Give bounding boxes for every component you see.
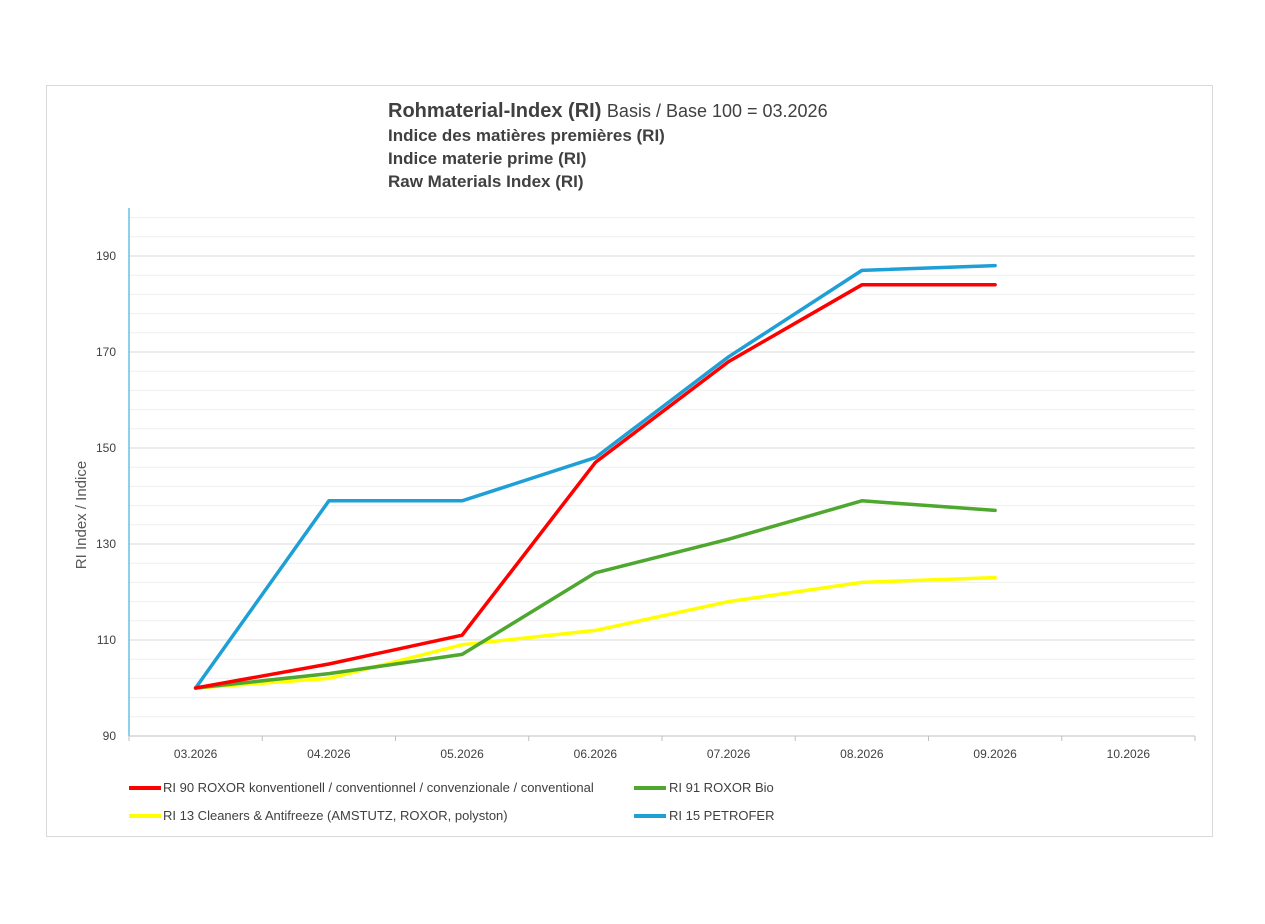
y-tick-label: 170: [96, 345, 116, 359]
gridlines: [129, 217, 1195, 737]
axes: [128, 208, 1196, 741]
x-tick-label: 10.2026: [1107, 747, 1151, 761]
y-tick-label: 110: [97, 633, 116, 647]
legend-label: RI 91 ROXOR Bio: [669, 780, 774, 795]
y-tick-label: 90: [103, 729, 117, 743]
chart-title-line: Rohmaterial-Index (RI) Basis / Base 100 …: [388, 98, 828, 124]
y-tick-label: 190: [96, 249, 116, 263]
chart-title-block: Rohmaterial-Index (RI) Basis / Base 100 …: [388, 98, 828, 193]
chart-title-fr: Indice des matières premières (RI): [388, 126, 665, 145]
legend-label: RI 90 ROXOR konventionell / conventionne…: [163, 780, 594, 795]
x-tick-label: 04.2026: [307, 747, 351, 761]
series-line-1: [193, 283, 997, 690]
chart-title-en: Raw Materials Index (RI): [388, 172, 584, 191]
x-tick-label: 09.2026: [973, 747, 1017, 761]
x-tick-label: 03.2026: [174, 747, 218, 761]
series-line-3: [193, 575, 997, 690]
legend-swatch: [129, 786, 161, 790]
y-tick-label: 150: [96, 441, 116, 455]
legend-label: RI 13 Cleaners & Antifreeze (AMSTUTZ, RO…: [163, 808, 508, 823]
x-tick-label: 07.2026: [707, 747, 751, 761]
chart-title-it: Indice materie prime (RI): [388, 149, 587, 168]
chart-title-base: Basis / Base 100 = 03.2026: [606, 101, 828, 121]
tick-labels: 90 110 130 150 170 190 03.2026 04.2026 05.2026 06…: [73, 249, 1150, 761]
legend-swatch: [129, 814, 161, 818]
legend-label: RI 15 PETROFER: [669, 808, 775, 823]
x-tick-label: 08.2026: [840, 747, 884, 761]
chart-frame: [46, 85, 1213, 837]
x-tick-label: 05.2026: [440, 747, 484, 761]
legend-swatch: [634, 814, 666, 818]
legend-swatch: [634, 786, 666, 790]
series-lines: [193, 263, 997, 690]
series-line-2: [193, 499, 997, 690]
series-line-4: [193, 263, 997, 690]
x-tick-label: 06.2026: [574, 747, 618, 761]
y-tick-label: 130: [96, 537, 116, 551]
chart-title-main: Rohmaterial-Index (RI): [388, 100, 602, 122]
y-axis-title: RI Index / Indice: [73, 461, 90, 569]
